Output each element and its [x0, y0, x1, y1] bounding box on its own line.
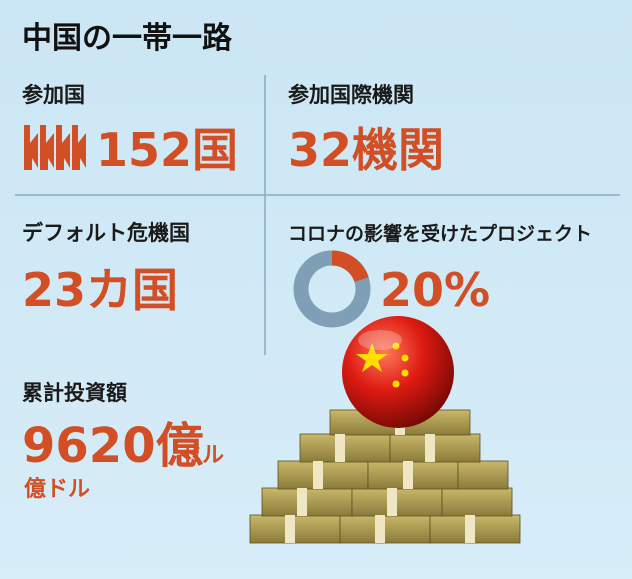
title: 中国の一帯一路 [22, 21, 233, 56]
panel-label: デフォルト危機国 [22, 221, 190, 245]
panel-value: 20% [380, 263, 490, 317]
panel-label: 累計投資額 [22, 381, 127, 405]
panel-value: 23カ国 [22, 263, 178, 317]
panel-value: 9620億 [22, 418, 204, 474]
panel-label: コロナの影響を受けたプロジェクト [288, 222, 592, 245]
flag-icon [24, 125, 86, 170]
panel-value: 32機関 [288, 123, 444, 177]
donut-arc [293, 250, 371, 328]
panel-unit: ドル [180, 443, 224, 468]
panel-note: 億ドル [24, 476, 90, 502]
china-globe [342, 316, 454, 428]
panel-value: 152国 [96, 123, 238, 177]
panel-label: 参加国際機関 [288, 83, 414, 107]
panel-label: 参加国 [22, 83, 85, 107]
